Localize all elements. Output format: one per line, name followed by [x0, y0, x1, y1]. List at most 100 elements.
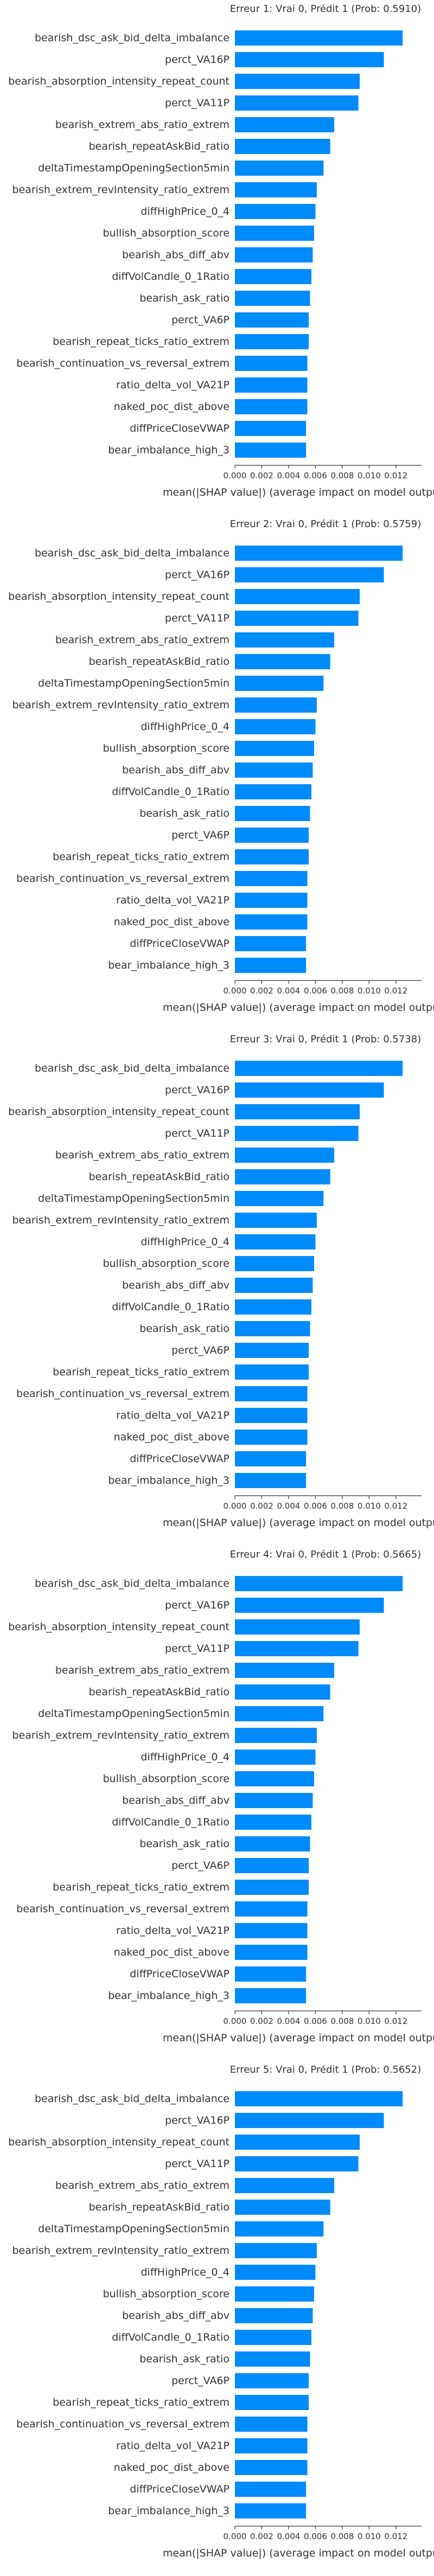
category-label: bearish_repeatAskBid_ratio [89, 1171, 229, 1183]
bar-diffHighPrice_0_4 [235, 2265, 316, 2280]
category-label: bullish_absorption_score [103, 1773, 229, 1785]
category-label: bearish_continuation_vs_reversal_extrem [16, 873, 229, 885]
bar-bearish_ask_ratio [235, 291, 310, 306]
category-label: diffPriceCloseVWAP [130, 2483, 229, 2495]
shap-bar-chart: Erreur 4: Vrai 0, Prédit 1 (Prob: 0.5665… [8, 1549, 434, 2044]
x-tick-label: 0.002 [250, 1501, 273, 1511]
bar-naked_poc_dist_above [235, 1430, 308, 1445]
category-label: diffVolCandle_0_1Ratio [112, 786, 229, 798]
category-label: bearish_ask_ratio [139, 2353, 229, 2365]
bar-ratio_delta_vol_VA21P [235, 893, 308, 908]
x-tick-label: 0.012 [384, 2532, 407, 2541]
bar-ratio_delta_vol_VA21P [235, 1408, 308, 1423]
chart-title: Erreur 2: Vrai 0, Prédit 1 (Prob: 0.5759… [230, 518, 421, 530]
bar-bearish_absorption_intensity_repeat_count [235, 2135, 360, 2150]
category-label: perct_VA6P [171, 2375, 229, 2387]
category-label: diffHighPrice_0_4 [141, 721, 229, 733]
x-tick-label: 0.012 [384, 2016, 407, 2026]
category-label: perct_VA11P [165, 1127, 229, 1139]
bar-bear_imbalance_high_3 [235, 958, 307, 973]
x-tick-label: 0.002 [250, 2532, 273, 2541]
bar-bearish_dsc_ask_bid_delta_imbalance [235, 1061, 403, 1076]
category-label: bearish_extrem_revIntensity_ratio_extrem [12, 1214, 229, 1226]
category-label: perct_VA16P [165, 569, 229, 581]
category-label: bullish_absorption_score [103, 1258, 229, 1270]
category-label: diffPriceCloseVWAP [130, 422, 229, 434]
bar-diffHighPrice_0_4 [235, 204, 316, 219]
x-tick-label: 0.008 [330, 986, 354, 996]
category-label: bearish_dsc_ask_bid_delta_imbalance [35, 547, 229, 559]
bar-deltaTimestampOpeningSection5min [235, 676, 324, 691]
bar-perct_VA16P [235, 1082, 384, 1098]
bar-perct_VA11P [235, 2156, 359, 2171]
category-label: diffHighPrice_0_4 [141, 206, 229, 217]
category-label: perct_VA16P [165, 1599, 229, 1611]
chart-title: Erreur 5: Vrai 0, Prédit 1 (Prob: 0.5652… [230, 2064, 421, 2075]
bar-naked_poc_dist_above [235, 914, 308, 930]
x-tick-label: 0.008 [330, 1501, 354, 1511]
category-label: deltaTimestampOpeningSection5min [38, 1193, 229, 1204]
x-tick-label: 0.000 [224, 1501, 247, 1511]
x-tick-label: 0.006 [304, 1501, 327, 1511]
category-label: bearish_continuation_vs_reversal_extrem [16, 1903, 229, 1915]
bar-bearish_continuation_vs_reversal_extrem [235, 2417, 308, 2432]
bar-bearish_abs_diff_abv [235, 1278, 313, 1293]
x-tick-label: 0.012 [384, 471, 407, 480]
category-label: diffPriceCloseVWAP [130, 938, 229, 950]
bar-ratio_delta_vol_VA21P [235, 2438, 308, 2453]
category-label: bearish_repeat_ticks_ratio_extrem [53, 851, 229, 863]
bar-bullish_absorption_score [235, 2286, 314, 2302]
bar-bearish_dsc_ask_bid_delta_imbalance [235, 2091, 403, 2106]
bar-bearish_repeatAskBid_ratio [235, 139, 330, 154]
bar-naked_poc_dist_above [235, 2460, 308, 2475]
bar-bearish_extrem_abs_ratio_extrem [235, 2178, 335, 2193]
category-label: bearish_continuation_vs_reversal_extrem [16, 1388, 229, 1400]
bar-bearish_extrem_abs_ratio_extrem [235, 117, 335, 132]
category-label: bearish_dsc_ask_bid_delta_imbalance [35, 1578, 229, 1590]
category-label: perct_VA11P [165, 97, 229, 109]
category-label: ratio_delta_vol_VA21P [116, 894, 229, 906]
category-label: bearish_continuation_vs_reversal_extrem [16, 357, 229, 369]
bar-bear_imbalance_high_3 [235, 1988, 307, 2003]
bar-bearish_dsc_ask_bid_delta_imbalance [235, 1576, 403, 1591]
bar-ratio_delta_vol_VA21P [235, 1923, 308, 1938]
bar-bearish_extrem_revIntensity_ratio_extrem [235, 697, 317, 713]
bar-bearish_extrem_abs_ratio_extrem [235, 632, 335, 648]
x-tick-label: 0.010 [358, 1501, 381, 1511]
category-label: bear_imbalance_high_3 [108, 444, 229, 456]
x-tick-label: 0.006 [304, 2532, 327, 2541]
x-tick-label: 0.000 [224, 986, 247, 996]
bar-perct_VA6P [235, 1858, 309, 1873]
category-label: bearish_abs_diff_abv [122, 764, 229, 776]
bar-bearish_repeatAskBid_ratio [235, 654, 330, 669]
category-label: bearish_dsc_ask_bid_delta_imbalance [35, 1062, 229, 1074]
category-label: bearish_extrem_revIntensity_ratio_extrem [12, 699, 229, 711]
category-label: naked_poc_dist_above [114, 1431, 229, 1443]
category-label: perct_VA6P [171, 829, 229, 841]
bar-perct_VA11P [235, 1126, 359, 1141]
category-label: diffHighPrice_0_4 [141, 1751, 229, 1763]
bar-bearish_ask_ratio [235, 1321, 310, 1336]
bar-bearish_extrem_revIntensity_ratio_extrem [235, 2243, 317, 2258]
bar-bearish_extrem_revIntensity_ratio_extrem [235, 182, 317, 197]
bar-perct_VA6P [235, 2373, 309, 2388]
category-label: bearish_dsc_ask_bid_delta_imbalance [35, 32, 229, 44]
bar-bullish_absorption_score [235, 741, 314, 756]
category-label: bear_imbalance_high_3 [108, 959, 229, 971]
bar-perct_VA16P [235, 52, 384, 67]
category-label: bearish_ask_ratio [139, 808, 229, 819]
bar-bearish_extrem_abs_ratio_extrem [235, 1663, 335, 1678]
category-label: diffVolCandle_0_1Ratio [112, 1301, 229, 1313]
category-label: bearish_repeat_ticks_ratio_extrem [53, 2396, 229, 2408]
x-tick-label: 0.004 [277, 471, 300, 480]
category-label: ratio_delta_vol_VA21P [116, 1925, 229, 1937]
bar-bullish_absorption_score [235, 1256, 314, 1271]
category-label: bearish_absorption_intensity_repeat_coun… [8, 1621, 229, 1633]
category-label: bearish_repeatAskBid_ratio [89, 140, 229, 152]
category-label: deltaTimestampOpeningSection5min [38, 2223, 229, 2235]
category-label: bearish_repeat_ticks_ratio_extrem [53, 336, 229, 348]
bar-diffVolCandle_0_1Ratio [235, 784, 312, 799]
bar-bearish_continuation_vs_reversal_extrem [235, 871, 308, 886]
bar-bearish_repeatAskBid_ratio [235, 1169, 330, 1184]
bar-bearish_abs_diff_abv [235, 2308, 313, 2323]
